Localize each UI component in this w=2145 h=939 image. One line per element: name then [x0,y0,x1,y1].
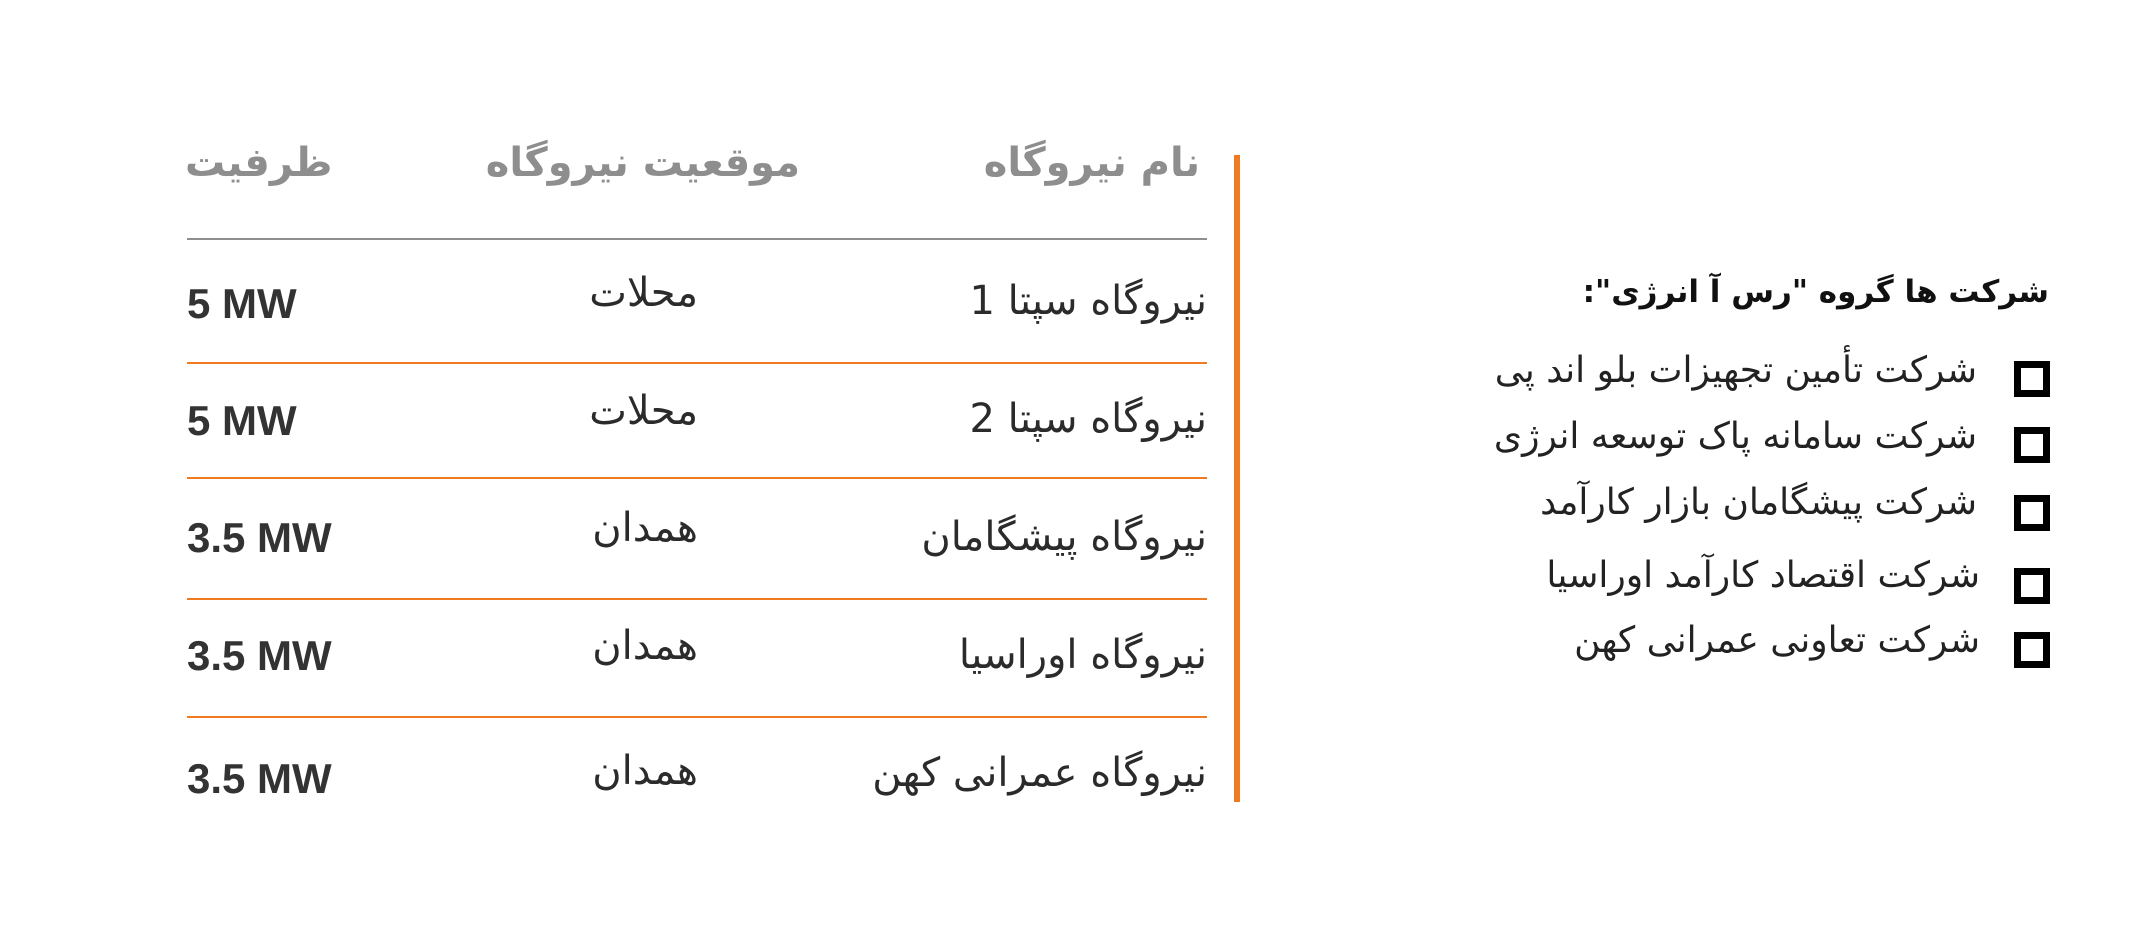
plant-name: نیروگاه عمرانی کهن [872,750,1207,796]
list-item: شرکت تعاونی عمرانی کهن [1574,620,1980,661]
square-bullet-icon [2014,495,2050,531]
list-item: شرکت تأمین تجهیزات بلو اند پی [1494,350,1977,391]
row-divider [187,477,1207,479]
plant-capacity: 5 MW [187,280,297,327]
companies-title: شرکت ها گروه "رس آ انرژی": [1582,274,2049,310]
plant-location: همدان [592,623,698,669]
plant-capacity: 3.5 MW [187,514,332,561]
plant-location: محلات [589,388,698,434]
plant-name: نیروگاه سپتا 1 [969,278,1207,324]
row-divider [187,598,1207,600]
row-divider [187,716,1207,718]
plant-location: محلات [589,270,698,316]
square-bullet-icon [2014,427,2050,463]
plant-name: نیروگاه سپتا 2 [969,396,1207,442]
row-divider [187,362,1207,364]
square-bullet-icon [2014,361,2050,397]
list-item: شرکت سامانه پاک توسعه انرژی [1493,416,1977,457]
plant-name: نیروگاه پیشگامان [921,514,1207,560]
plant-capacity: 3.5 MW [187,632,332,679]
header-capacity: ظرفیت [185,140,333,186]
header-plant-location: موقعیت نیروگاه [485,140,800,186]
list-item: شرکت اقتصاد کارآمد اوراسیا [1546,555,1980,596]
plant-location: همدان [592,505,698,551]
plant-capacity: 3.5 MW [187,755,332,802]
header-plant-name: نام نیروگاه [983,140,1200,186]
header-divider [187,238,1207,240]
square-bullet-icon [2014,632,2050,668]
plant-name: نیروگاه اوراسیا [958,632,1207,678]
plant-capacity: 5 MW [187,397,297,444]
plant-location: همدان [592,748,698,794]
accent-vertical-bar [1234,155,1240,802]
list-item: شرکت پیشگامان بازار کارآمد [1540,482,1977,523]
square-bullet-icon [2014,568,2050,604]
